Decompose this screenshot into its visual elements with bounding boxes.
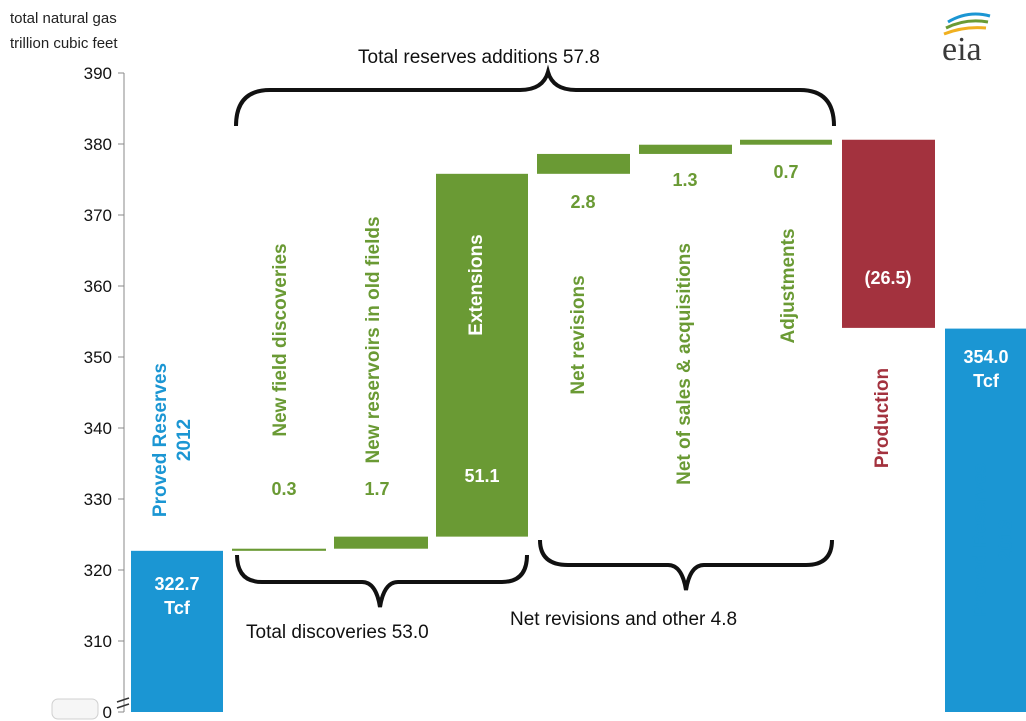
category-label-line: Proved Reserves: [150, 363, 171, 517]
y-tick-label: 360: [84, 277, 112, 296]
logo-text: eia: [942, 31, 982, 68]
category-label-proved2012: Proved Reserves 2012: [150, 363, 195, 517]
category-label-line: Adjustments: [778, 228, 799, 343]
total-additions-label: Total reserves additions 57.8: [358, 47, 600, 68]
category-label-adjust: Adjustments: [778, 228, 799, 343]
category-label-netrev: Net revisions: [568, 275, 589, 394]
value-label-line: Tcf: [164, 598, 191, 618]
bar-production: [842, 139, 935, 328]
category-label-line: Proved Reserves: [970, 463, 991, 617]
value-label-line: 354.0: [963, 347, 1008, 367]
logo-swoosh-green: [945, 19, 989, 30]
brace-net-revisions: [538, 539, 834, 591]
category-label-line: 2013: [996, 519, 1017, 561]
category-label-line: New field discoveries: [270, 243, 291, 436]
brace-total-additions: [234, 64, 836, 127]
category-label-line: Extensions: [466, 234, 487, 335]
brace-total-discoveries: [235, 554, 529, 608]
y-tick-label: 340: [84, 419, 112, 438]
category-label-line: Net revisions: [568, 275, 589, 394]
category-label-newres: New reservoirs in old fields: [363, 216, 384, 463]
value-label-line: 0.7: [773, 162, 798, 182]
value-label-line: (26.5): [864, 268, 911, 288]
value-label-netsales: 1.3: [672, 170, 697, 190]
value-label-production: (26.5): [864, 268, 911, 288]
value-label-line: 1.7: [364, 479, 389, 499]
y-tick-label: 320: [84, 561, 112, 580]
category-label-line: Net of sales & acquisitions: [674, 243, 695, 485]
category-label-line: New reservoirs in old fields: [363, 216, 384, 463]
category-label-newfield: New field discoveries: [270, 243, 291, 436]
category-label-extensions: Extensions: [466, 234, 487, 335]
axis-break-box: [51, 698, 99, 720]
total-discoveries-label: Total discoveries 53.0: [246, 622, 429, 643]
value-label-extensions: 51.1: [464, 466, 499, 486]
y-tick-label: 380: [84, 135, 112, 154]
y-tick-label: 390: [84, 64, 112, 83]
value-label-adjust: 0.7: [773, 162, 798, 182]
eia-logo: eia: [942, 12, 991, 68]
category-label-line: 2012: [174, 419, 195, 461]
value-label-line: 2.8: [570, 192, 595, 212]
bar-extensions: [436, 173, 528, 537]
bar-newres: [334, 536, 428, 549]
category-label-netsales: Net of sales & acquisitions: [674, 243, 695, 485]
value-label-newres: 1.7: [364, 479, 389, 499]
value-label-line: 0.3: [271, 479, 296, 499]
y-tick-label: 310: [84, 632, 112, 651]
y-tick-label: 330: [84, 490, 112, 509]
net-revisions-other-label: Net revisions and other 4.8: [510, 609, 737, 630]
value-label-line: Tcf: [973, 371, 1000, 391]
bar-proved2012: [131, 550, 223, 712]
value-label-newfield: 0.3: [271, 479, 296, 499]
value-label-proved2013: 354.0 Tcf: [963, 347, 1008, 391]
y-tick-label: 370: [84, 206, 112, 225]
value-label-proved2012: 322.7 Tcf: [154, 574, 199, 618]
bar-newfield: [232, 548, 326, 551]
axis-break-icon: [51, 697, 130, 720]
value-label-line: 51.1: [464, 466, 499, 486]
y-axis-ticks: 0 310 320 330 340 350 360 370 380 390: [84, 64, 124, 721]
bar-netsales: [639, 144, 732, 154]
y-axis-title-line2: trillion cubic feet: [10, 35, 118, 52]
value-label-line: 322.7: [154, 574, 199, 594]
logo-swoosh-yellow: [943, 26, 987, 36]
bar-adjust: [740, 139, 832, 145]
y-tick-label: 0: [103, 703, 112, 721]
value-label-netrev: 2.8: [570, 192, 595, 212]
bar-proved2013: [945, 328, 1026, 712]
bars-group: [131, 139, 1026, 712]
category-label-proved2013: Proved Reserves 2013: [970, 463, 1017, 617]
y-axis-title-line1: total natural gas: [10, 10, 117, 27]
category-label-production: Production: [872, 368, 893, 468]
axis-break-marks: [116, 697, 130, 709]
y-tick-label: 350: [84, 348, 112, 367]
value-label-line: 1.3: [672, 170, 697, 190]
category-label-line: Production: [872, 368, 893, 468]
logo-swoosh-blue: [947, 12, 991, 24]
bar-netrev: [537, 153, 630, 174]
